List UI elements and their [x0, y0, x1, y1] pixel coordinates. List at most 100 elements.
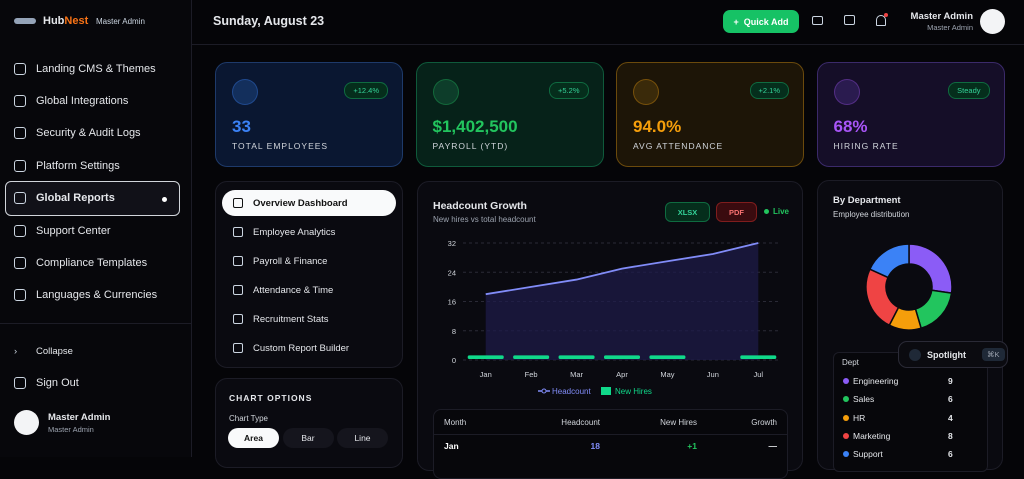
brand-prefix: Hub	[43, 15, 65, 27]
menu-label: Payroll & Finance	[253, 255, 328, 267]
kpi-value: 94.0%	[633, 117, 682, 136]
reports-menu: Overview Dashboard Employee Analytics Payr…	[215, 181, 403, 368]
user-name: Master Admin	[48, 412, 111, 423]
spotlight-shortcut: ⌘K	[982, 348, 1005, 361]
active-dot	[162, 196, 167, 202]
x-tick-label: Apr	[616, 370, 628, 379]
nav-label: Languages & Currencies	[36, 289, 158, 302]
kpi-value: $1,402,500	[432, 117, 518, 136]
quick-add[interactable]: + Quick Add	[723, 10, 799, 33]
nav-icon	[14, 159, 26, 172]
x-tick-label: Feb	[525, 370, 538, 379]
nav-icon	[14, 289, 26, 302]
dept-dot	[843, 451, 849, 458]
kpi-card: +5.2% $1,402,500 PAYROLL (YTD)	[415, 62, 604, 167]
dept-name: Engineering	[853, 376, 899, 386]
dept-dot	[843, 378, 849, 384]
monitor-icon[interactable]	[812, 16, 823, 25]
kpi-icon	[432, 79, 459, 105]
kpi-change: +2.1%	[749, 82, 789, 99]
kpi-change: Steady	[948, 82, 990, 99]
menu-item[interactable]: Payroll & Finance	[222, 248, 396, 274]
menu-label: Custom Report Builder	[253, 342, 350, 354]
sign-out[interactable]: Sign Out	[14, 377, 79, 389]
nav-label: Support Center	[36, 225, 111, 237]
y-tick-label: 0	[452, 356, 456, 365]
menu-label: Recruitment Stats	[253, 313, 329, 325]
donut-slice	[868, 243, 910, 279]
x-tick-label: Jul	[753, 370, 763, 379]
menu-item[interactable]: Custom Report Builder	[222, 335, 396, 361]
bar	[604, 355, 640, 359]
export-xlsx[interactable]: XLSX	[665, 202, 710, 222]
menu-icon	[233, 227, 243, 237]
legend-label: New Hires	[615, 387, 652, 396]
donut-slice	[914, 289, 953, 330]
table-cell: —	[768, 441, 778, 451]
bell-icon[interactable]	[876, 15, 886, 26]
nav-item[interactable]: Global Integrations	[14, 95, 129, 108]
kpi-label: TOTAL EMPLOYEES	[232, 141, 329, 151]
dept-dot	[843, 432, 849, 439]
nav-item[interactable]: Compliance Templates	[14, 257, 148, 270]
nav-item[interactable]: Support Center	[14, 225, 111, 237]
kpi-change: +5.2%	[549, 82, 589, 99]
nav-item[interactable]: Landing CMS & Themes	[14, 63, 156, 75]
department-card: By Department Employee distribution Dept…	[817, 180, 1003, 472]
legend-swatch	[541, 388, 547, 394]
area	[485, 243, 759, 360]
menu-icon	[233, 314, 243, 324]
menu-item[interactable]: Employee Analytics	[222, 219, 396, 245]
chart-type-button[interactable]: Line	[337, 428, 388, 448]
menu-label: Employee Analytics	[253, 226, 336, 238]
nav-item[interactable]: Global Reports	[14, 191, 115, 204]
top-user-name: Master Admin	[910, 11, 973, 22]
chart-options-title: CHART OPTIONS	[229, 393, 313, 403]
chart-type-button[interactable]: Area	[228, 428, 279, 448]
bar	[513, 355, 550, 359]
legend-swatch	[601, 387, 611, 395]
sidebar: HubNest Master Admin Landing CMS & Theme…	[0, 0, 192, 457]
menu-item[interactable]: Overview Dashboard	[222, 190, 396, 216]
dept-name: Marketing	[853, 430, 891, 441]
menu-item[interactable]: Recruitment Stats	[222, 306, 396, 332]
dept-value: 9	[948, 376, 953, 386]
x-tick-label: May	[660, 370, 674, 379]
dept-column: Dept	[842, 358, 859, 367]
donut-slice	[908, 243, 953, 294]
bar	[467, 355, 504, 359]
kpi-value: 68%	[833, 117, 868, 136]
nav-label: Compliance Templates	[36, 257, 148, 270]
table-header: New Hires	[660, 418, 697, 427]
table-header: Headcount	[561, 418, 600, 427]
nav-item[interactable]: Languages & Currencies	[14, 289, 158, 302]
export-pdf[interactable]: PDF	[716, 202, 757, 222]
nav-item[interactable]: Platform Settings	[14, 159, 120, 172]
y-tick-label: 24	[448, 268, 456, 277]
nav-icon	[14, 257, 26, 270]
table-cell: 18	[590, 441, 600, 451]
spotlight[interactable]: Spotlight ⌘K	[898, 341, 1008, 368]
nav-icon	[14, 191, 26, 204]
menu-item[interactable]: Attendance & Time	[222, 277, 396, 303]
chart-type-button[interactable]: Bar	[282, 428, 334, 448]
kpi-card: +12.4% 33 TOTAL EMPLOYEES	[215, 62, 403, 167]
chart-subtitle: New hires vs total headcount	[433, 215, 536, 224]
kpi-value: 33	[232, 117, 251, 136]
kpi-icon	[833, 79, 860, 105]
sign-out-label: Sign Out	[36, 377, 79, 389]
nav-label: Global Integrations	[36, 95, 129, 108]
top-avatar[interactable]	[980, 9, 1005, 34]
collapse[interactable]: › Collapse	[14, 346, 73, 357]
dept-name: HR	[853, 412, 866, 423]
chat-icon[interactable]	[844, 15, 855, 25]
nav-icon	[14, 63, 26, 75]
x-tick-label: Jan	[480, 370, 492, 379]
dept-name: Support	[853, 449, 883, 460]
dept-subtitle: Employee distribution	[833, 210, 910, 219]
data-table: Month Headcount New Hires Growth Jan 18 +1 —	[433, 409, 788, 479]
nav-item[interactable]: Security & Audit Logs	[14, 127, 141, 140]
menu-label: Attendance & Time	[253, 284, 334, 296]
quick-add-label: Quick Add	[743, 16, 789, 27]
